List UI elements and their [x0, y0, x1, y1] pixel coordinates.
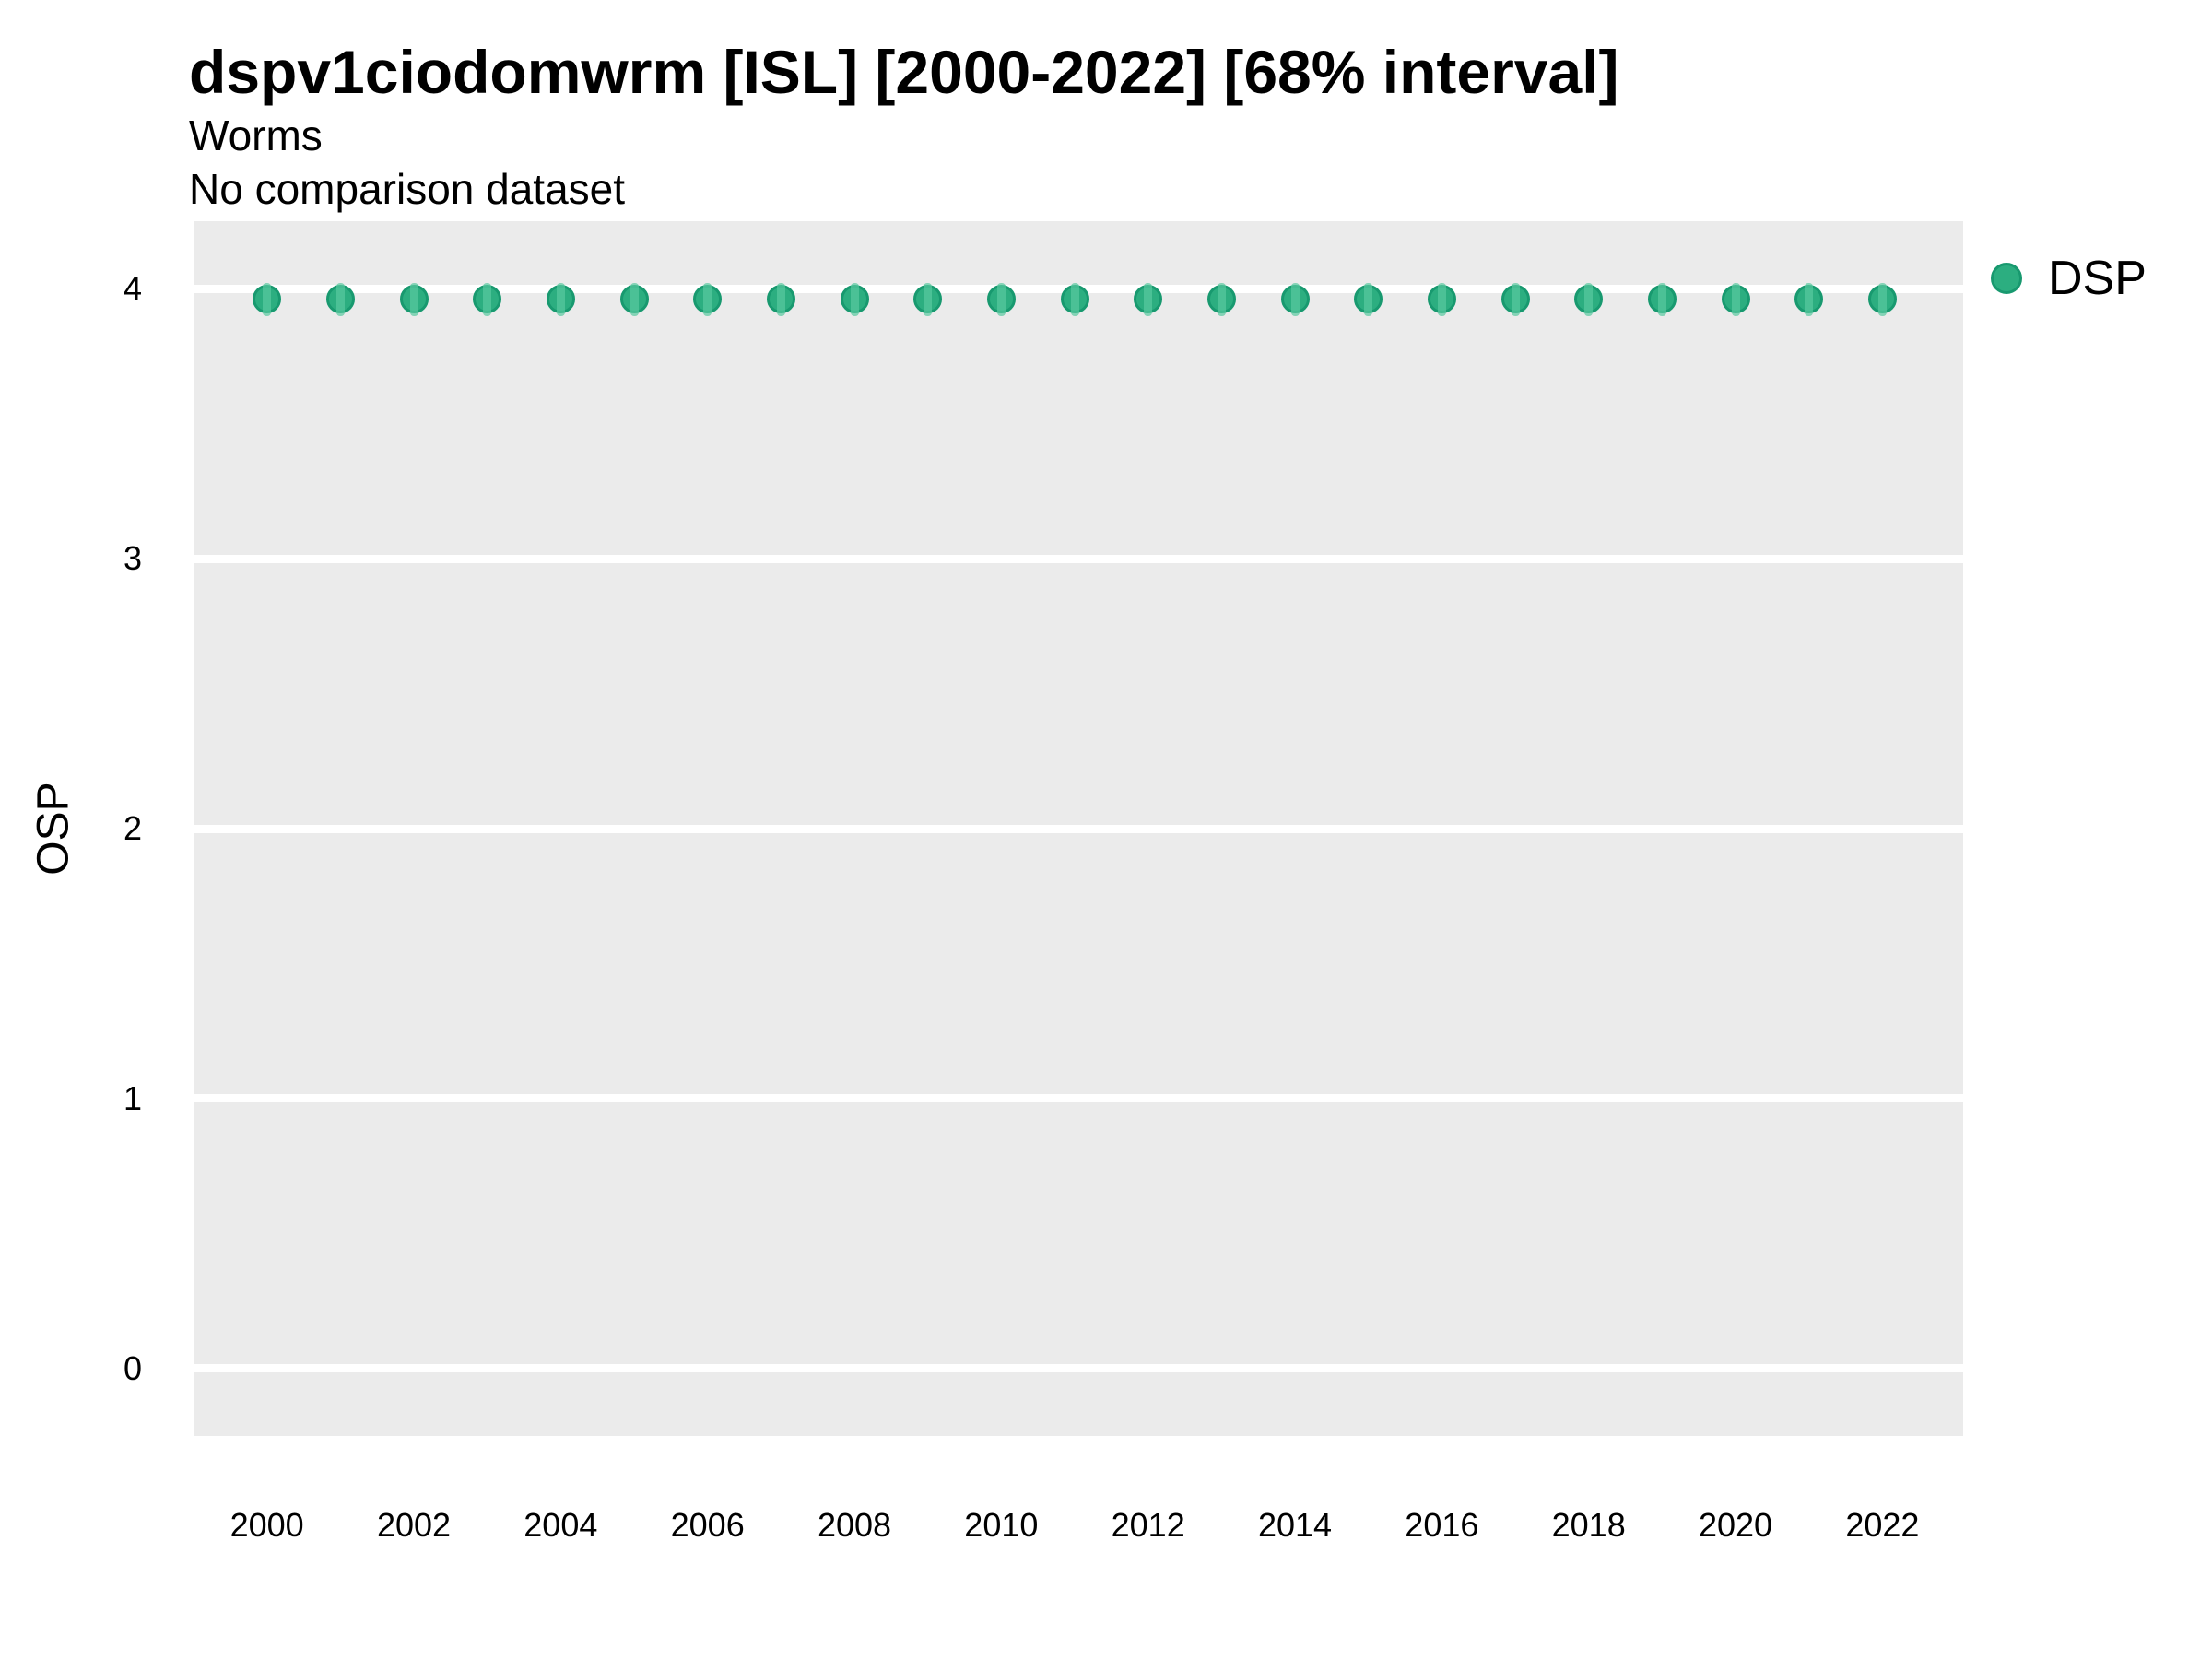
- x-tick-label-2012: 2012: [1111, 1506, 1185, 1544]
- interval-bar-dsp-2019: [1657, 283, 1666, 316]
- y-tick-label-3: 3: [123, 539, 142, 578]
- interval-bar-dsp-2011: [1070, 283, 1079, 316]
- chart-subtitle: Worms: [189, 112, 323, 159]
- x-tick-label-2022: 2022: [1845, 1506, 1920, 1544]
- x-tick-label-2018: 2018: [1551, 1506, 1626, 1544]
- y-tick-label-4: 4: [123, 269, 142, 308]
- interval-bar-dsp-2007: [776, 283, 785, 316]
- interval-bar-dsp-2015: [1364, 283, 1373, 316]
- interval-bar-dsp-2008: [850, 283, 859, 316]
- x-tick-label-2006: 2006: [670, 1506, 745, 1544]
- interval-bar-dsp-2017: [1511, 283, 1520, 316]
- chart-note: No comparison dataset: [189, 165, 626, 213]
- x-tick-label-2016: 2016: [1405, 1506, 1479, 1544]
- interval-bar-dsp-2003: [483, 283, 492, 316]
- interval-bar-dsp-2009: [924, 283, 933, 316]
- y-tick-label-2: 2: [123, 809, 142, 847]
- interval-bar-dsp-2010: [996, 283, 1006, 316]
- interval-bar-dsp-2002: [409, 283, 418, 316]
- interval-bar-dsp-2014: [1290, 283, 1300, 316]
- interval-bar-dsp-2016: [1437, 283, 1446, 316]
- interval-bar-dsp-2022: [1877, 283, 1887, 316]
- chart-title: dspv1ciodomwrm [ISL] [2000-2022] [68% in…: [189, 38, 1619, 106]
- gridline-y-0: [194, 1364, 1963, 1373]
- interval-bar-dsp-2000: [263, 283, 272, 316]
- x-tick-label-2004: 2004: [524, 1506, 598, 1544]
- interval-bar-dsp-2013: [1217, 283, 1226, 316]
- interval-bar-dsp-2021: [1805, 283, 1814, 316]
- interval-bar-dsp-2018: [1584, 283, 1594, 316]
- x-tick-label-2014: 2014: [1257, 1506, 1333, 1544]
- gridline-y-1: [194, 1094, 1963, 1103]
- gridline-y-2: [194, 824, 1963, 833]
- interval-bar-dsp-2005: [629, 283, 639, 316]
- y-tick-label-0: 0: [123, 1348, 142, 1387]
- x-tick-label-2020: 2020: [1698, 1506, 1773, 1544]
- interval-bar-dsp-2006: [703, 283, 712, 316]
- x-tick-label-2002: 2002: [376, 1506, 452, 1544]
- legend-point-swatch-dsp: [1991, 263, 2022, 294]
- x-tick-label-2010: 2010: [964, 1506, 1039, 1544]
- x-tick-label-2008: 2008: [817, 1506, 892, 1544]
- plot-panel: [194, 221, 1963, 1436]
- x-tick-label-2000: 2000: [229, 1506, 304, 1544]
- y-tick-label-1: 1: [123, 1078, 142, 1117]
- interval-bar-dsp-2001: [335, 283, 345, 316]
- interval-bar-dsp-2020: [1731, 283, 1740, 316]
- interval-bar-dsp-2004: [556, 283, 565, 316]
- legend: DSP: [1991, 251, 2147, 306]
- interval-bar-dsp-2012: [1144, 283, 1153, 316]
- legend-label-dsp: DSP: [2048, 252, 2147, 305]
- gridline-y-3: [194, 554, 1963, 563]
